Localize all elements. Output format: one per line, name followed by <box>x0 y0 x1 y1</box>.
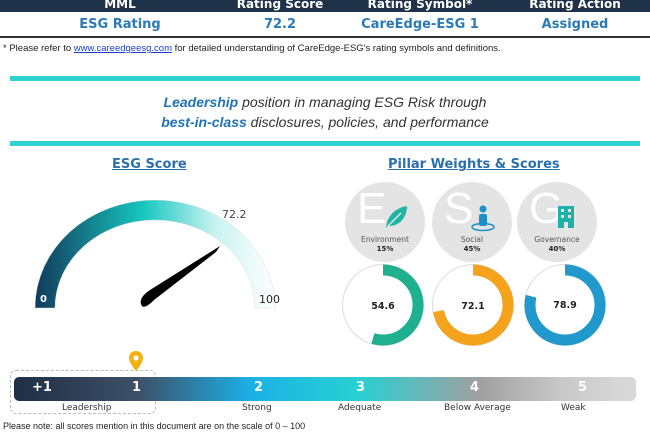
header-rating-score: Rating Score <box>236 0 324 11</box>
pillar-social: S Social 45% <box>432 182 512 262</box>
esg-score-title: ESG Score <box>112 157 187 172</box>
governance-score: 78.9 <box>553 300 577 311</box>
social-score: 72.1 <box>461 301 485 312</box>
esg-score-gauge <box>34 200 276 309</box>
scale-label-strong: Strong <box>242 403 272 413</box>
header-rating-action: Rating Action <box>529 0 621 11</box>
governance-score-ring <box>524 264 606 346</box>
gauge-max: 100 <box>259 293 280 306</box>
cell-rating-symbol: CareEdge-ESG 1 <box>361 17 479 32</box>
rating-table-header: MML Rating Score Rating Symbol* Rating A… <box>0 0 650 12</box>
tagline: Leadership position in managing ESG Risk… <box>161 94 489 130</box>
divider-bottom <box>10 141 640 146</box>
scale-label-weak: Weak <box>561 403 586 413</box>
careedge-link[interactable]: www.careedgeesg.com <box>73 43 172 54</box>
cell-rating-score: 72.2 <box>263 17 297 32</box>
rating-footnote: * Please refer to www.careedgeesg.com fo… <box>3 43 501 54</box>
pillar-environment: E Environment 15% <box>345 182 425 262</box>
rating-table-row: ESG Rating 72.2 CareEdge-ESG 1 Assigned <box>0 12 650 38</box>
header-mml: MML <box>104 0 136 11</box>
pillar-governance: G Governance 40% <box>517 182 597 262</box>
location-pin-icon <box>129 351 143 371</box>
gauge-needle <box>140 246 220 307</box>
cell-esg-rating: ESG Rating <box>79 17 161 32</box>
leaf-icon <box>386 206 407 228</box>
gauge-min: 0 <box>40 294 47 305</box>
person-icon <box>471 205 495 232</box>
rating-scale-bar: +1 1 2 3 4 5 <box>14 377 636 401</box>
divider-top <box>10 76 640 81</box>
scale-label-adequate: Adequate <box>338 403 382 413</box>
pillar-title: Pillar Weights & Scores <box>388 157 560 172</box>
social-score-ring <box>432 264 514 346</box>
footer-note: Please note: all scores mention in this … <box>3 421 306 431</box>
gauge-value: 72.2 <box>222 208 247 221</box>
scale-label-leadership: Leadership <box>62 403 112 413</box>
header-rating-symbol: Rating Symbol* <box>367 0 473 11</box>
building-icon <box>558 206 574 228</box>
environment-score-ring <box>342 264 424 346</box>
environment-score: 54.6 <box>371 301 395 312</box>
cell-rating-action: Assigned <box>541 17 609 32</box>
scale-label-below-average: Below Average <box>444 403 511 413</box>
